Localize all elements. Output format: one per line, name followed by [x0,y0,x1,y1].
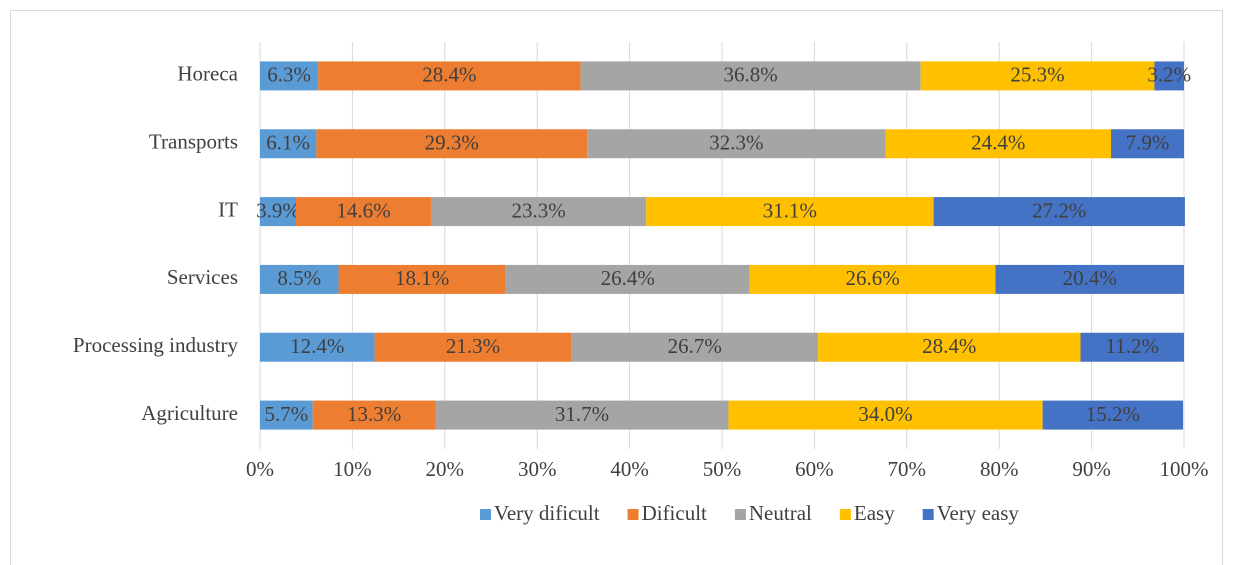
x-tick-label: 30% [518,457,557,481]
value-label: 32.3% [709,131,763,155]
legend-label: Very easy [937,501,1020,525]
x-tick-label: 60% [795,457,834,481]
legend-swatch [480,509,491,520]
legend-swatch [734,509,746,520]
x-tick-label: 80% [980,457,1019,481]
value-label: 28.4% [922,334,976,358]
value-label: 12.4% [290,334,344,358]
bar-segment [995,264,1184,294]
legend-label: Very dificult [494,501,600,525]
value-label: 26.7% [668,334,722,358]
bar-segment [728,400,1043,430]
bar-segment [435,400,729,430]
value-label: 13.3% [347,402,401,426]
bar-segment [296,197,431,227]
x-tick-label: 50% [703,457,742,481]
bar-segment [374,332,572,362]
value-label: 7.9% [1126,131,1170,155]
bar-segment [580,61,921,91]
x-tick-label: 90% [1072,457,1111,481]
y-tick-label: Transports [149,130,238,154]
value-label: 15.2% [1086,402,1140,426]
bar-segment [749,264,996,294]
bar-segment [260,197,297,227]
value-label: 24.4% [971,131,1025,155]
value-label: 26.6% [845,266,899,290]
bar-segment [260,400,313,430]
legend-swatch [627,509,639,520]
value-label: 28.4% [422,63,476,87]
bar-segment [571,332,819,362]
bar-segment [318,61,581,91]
bar-segment [430,197,647,227]
bar-segment [818,332,1081,362]
value-label: 3.9% [256,198,300,222]
y-tick-label: Horeca [177,62,238,86]
bar-segment [260,264,339,294]
value-label: 26.4% [601,266,655,290]
bar-segment [646,197,934,227]
y-tick-label: Agriculture [141,401,238,425]
value-label: 5.7% [264,402,308,426]
y-tick-label: Processing industry [73,333,239,357]
value-label: 23.3% [511,198,565,222]
value-label: 36.8% [724,63,778,87]
legend-label: Neutral [749,501,812,525]
legend-label: Easy [854,501,895,525]
bar-segment [260,332,375,362]
bar-segment [505,264,750,294]
bar-segment [312,400,436,430]
legend-swatch [839,509,851,520]
value-label: 6.1% [266,131,310,155]
bar-segment [260,61,319,91]
bar-segment [587,129,886,159]
value-label: 31.7% [555,402,609,426]
value-label: 29.3% [425,131,479,155]
x-tick-label: 20% [426,457,465,481]
value-label: 11.2% [1106,334,1159,358]
bar-segment [933,197,1185,227]
value-label: 34.0% [858,402,912,426]
bar-segment [885,129,1112,159]
value-label: 20.4% [1063,266,1117,290]
bar-segment [1111,129,1184,159]
bar-segment [1080,332,1184,362]
bar-segment [920,61,1155,91]
bar-segment [260,129,317,159]
y-tick-label: Services [167,265,238,289]
x-tick-label: 40% [610,457,649,481]
value-label: 21.3% [446,334,500,358]
value-label: 3.2% [1147,63,1191,87]
y-tick-label: IT [218,197,238,221]
value-label: 31.1% [763,198,817,222]
value-label: 6.3% [267,63,311,87]
bar-segment [1042,400,1184,430]
value-label: 8.5% [277,266,321,290]
bar-segment [316,129,588,159]
value-label: 14.6% [336,198,390,222]
value-label: 25.3% [1010,63,1064,87]
x-tick-label: 70% [888,457,927,481]
legend-swatch [922,509,934,520]
legend-label: Dificult [642,501,707,525]
x-tick-label: 0% [246,457,274,481]
bar-segment [1154,61,1184,91]
x-tick-label: 100% [1160,457,1209,481]
value-label: 27.2% [1032,198,1086,222]
x-tick-label: 10% [333,457,372,481]
bar-segment [338,264,506,294]
value-label: 18.1% [395,266,449,290]
